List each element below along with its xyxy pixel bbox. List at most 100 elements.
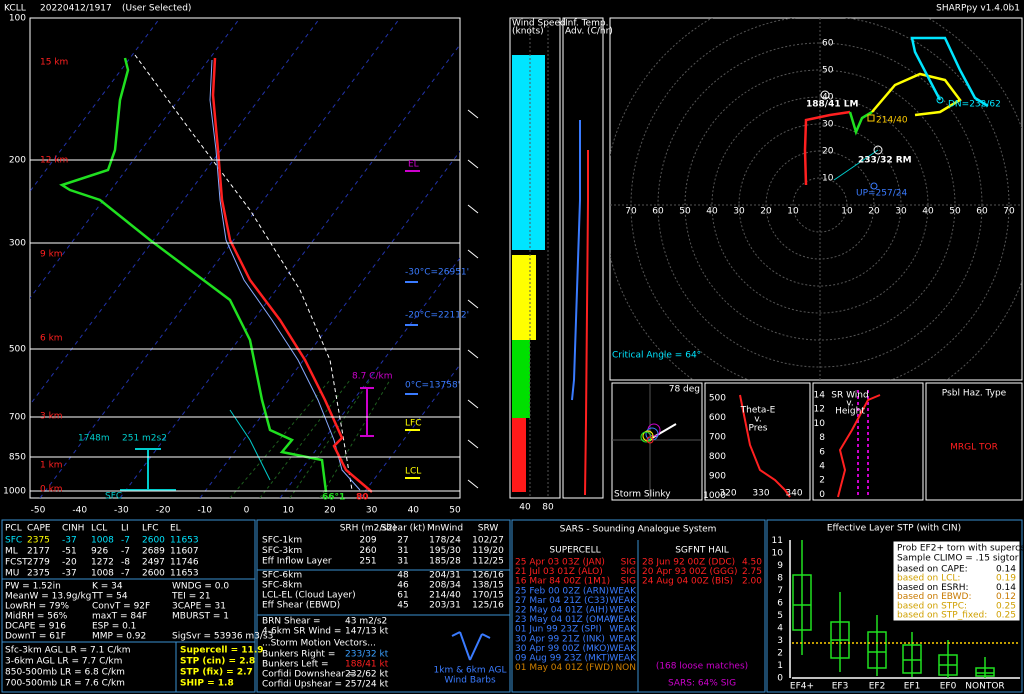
stp-legend-value: 0.14: [996, 583, 1016, 593]
theta-pressure: 800: [709, 452, 726, 462]
stp-legend-name: based on ESRH:: [897, 583, 969, 593]
slinky-angle: 78 deg: [669, 385, 700, 395]
kin-cell: 61: [397, 591, 408, 601]
thermo-cell: 1008: [91, 536, 114, 546]
thermo-cell: -20: [62, 558, 77, 568]
kin-cell: 203/31: [429, 601, 461, 611]
ring-label: 50: [822, 66, 834, 76]
thermo-header: LI: [121, 524, 129, 534]
kin-cell: 185/28: [429, 557, 461, 567]
sars-class: SIG: [621, 567, 636, 577]
stp-legend-title: Sample CLIMO = .15 sigtor: [897, 554, 1019, 564]
motion-value: 232/62 kt: [345, 670, 389, 680]
sars-match: 25 Feb 00 02Z (ARN): [515, 586, 609, 596]
kin-cell: SFC-3km: [262, 546, 302, 556]
srwind-height: 14: [814, 391, 826, 401]
hail-size: 4.50: [742, 558, 762, 568]
axis-label: 10: [841, 207, 853, 217]
pressure-label: 500: [9, 345, 26, 355]
stp-ytick: 8: [777, 574, 783, 584]
thermo-cell: 2779: [27, 558, 50, 568]
hail-size: 2.00: [742, 577, 762, 587]
up-label: UP=257/24: [856, 189, 907, 199]
axis-label: 30: [895, 207, 907, 217]
theta-title: v.: [754, 415, 762, 425]
lfc-label: LFC: [405, 419, 421, 429]
kin-cell: Eff Shear (EBWD): [262, 601, 340, 611]
ring-label: 10: [822, 174, 834, 184]
sars-match: 01 Jun 99 23Z (SPI): [515, 625, 602, 635]
thermo-header: LCL: [91, 524, 107, 534]
ring-label: 60: [822, 39, 834, 49]
thermo-header: CINH: [62, 524, 84, 534]
srwind-height: 0: [819, 490, 825, 500]
sars-class: WEAK: [609, 644, 637, 654]
stp-ytick: 11: [772, 536, 783, 546]
stp-legend-value: 0.25: [996, 611, 1016, 621]
hail-size: 2.75: [742, 567, 762, 577]
sars-match: 25 Apr 03 03Z (JAN): [515, 558, 605, 568]
axis-label: 20: [868, 207, 880, 217]
ring-label: 30: [822, 120, 834, 130]
srwind-frame: [812, 382, 924, 501]
height-label: 3 km: [40, 412, 63, 422]
temp-label: 30: [366, 506, 378, 516]
temp-adv-profile: [571, 120, 589, 496]
level-marks: [405, 170, 420, 479]
stp-legend-value: 0.12: [996, 592, 1016, 602]
kin-cell: 251: [359, 557, 376, 567]
lapse-rate: 700-500mb LR = 7.6 C/km: [5, 679, 125, 689]
thermo-cell: 11653: [170, 536, 199, 546]
srwind-height: 6: [819, 447, 825, 457]
ring-label: 20: [822, 147, 834, 157]
height-label: 9 km: [40, 250, 63, 260]
theta-pressure: 500: [709, 394, 726, 404]
theta-temp: 340: [785, 489, 802, 499]
temp-adv-frame: [562, 17, 604, 499]
sars-class: SIG: [621, 558, 636, 568]
index-cell: PW = 1.52in: [5, 582, 61, 592]
pressure-label: 850: [9, 453, 26, 463]
sars-class: WEAK: [609, 654, 637, 664]
thermo-cell: -7: [121, 547, 130, 557]
kin-cell: SFC-1km: [262, 536, 302, 546]
hodograph-frame: [609, 17, 1023, 381]
wind-tick: 80: [542, 503, 554, 513]
axis-label: 30: [733, 207, 745, 217]
index-cell: DownT = 61F: [5, 632, 66, 642]
adv-title: Inf. Temp.: [565, 19, 608, 29]
srwind-title: SR Wind: [831, 391, 868, 401]
kin-cell: 208/34: [429, 581, 461, 591]
el-label: EL: [408, 160, 419, 170]
thermo-cell: MU: [5, 569, 19, 579]
sars-match: 23 May 04 01Z (OMA): [515, 615, 614, 625]
stp-title: Effective Layer STP (with CIN): [827, 524, 961, 534]
station: KCLL: [4, 4, 26, 14]
stp-category: EF2: [869, 682, 886, 692]
severe-param: STP (cin) = 2.8: [180, 657, 255, 667]
kin-cell: 48: [397, 571, 409, 581]
index-cell: MBURST = 1: [172, 612, 229, 622]
index-cell: MidRH = 56%: [5, 612, 68, 622]
thermo-cell: -8: [121, 558, 130, 568]
lapse-rate: 3-6km AGL LR = 7.7 C/km: [5, 657, 122, 667]
thermo-header: CAPE: [27, 524, 51, 534]
skewt-lines: [30, 18, 460, 498]
sars-class: WEAK: [609, 606, 637, 616]
kin-extra: 43 m2/s2: [345, 617, 387, 627]
axis-label: 70: [1003, 207, 1015, 217]
stp-legend-value: 0.14: [996, 565, 1016, 575]
theta-pressure: 900: [709, 472, 726, 482]
kin-cell: 204/31: [429, 571, 461, 581]
stp-category: EF0: [940, 682, 957, 692]
index-cell: SigSvr = 53936 m3/s3: [172, 632, 273, 642]
sars-class: WEAK: [609, 615, 637, 625]
ring-label: 40: [822, 93, 834, 103]
mode: (User Selected): [122, 4, 191, 14]
theta-pressure: 700: [709, 433, 726, 443]
wind-tick: 40: [519, 503, 531, 513]
wind-speed-frame: [509, 17, 561, 499]
thermo-cell: -7: [121, 569, 130, 579]
stp-legend-name: based on STP_fixed:: [897, 611, 987, 621]
